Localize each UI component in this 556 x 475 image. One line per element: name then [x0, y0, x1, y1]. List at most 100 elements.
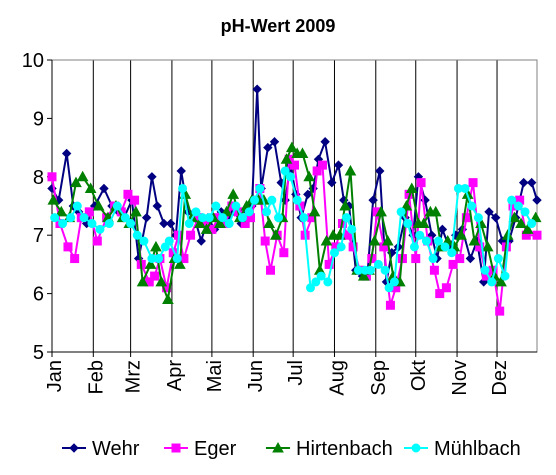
data-point-eger	[70, 254, 80, 264]
data-point-eger	[324, 259, 334, 269]
data-point-m-hlbach	[396, 207, 406, 217]
data-point-hirtenbach	[357, 270, 370, 281]
data-point-hirtenbach	[320, 235, 333, 246]
data-point-m-hlbach	[292, 195, 302, 205]
data-point-hirtenbach	[144, 258, 157, 269]
data-point-wehr	[303, 189, 313, 200]
data-point-wehr	[320, 137, 330, 147]
data-point-hirtenbach	[194, 217, 206, 229]
data-point-wehr	[252, 84, 262, 94]
legend-item-m-hlbach: Mühlbach	[404, 438, 521, 460]
data-point-hirtenbach	[508, 211, 521, 223]
data-point-wehr	[333, 160, 344, 170]
data-point-m-hlbach	[231, 201, 241, 211]
data-point-m-hlbach	[421, 236, 431, 246]
y-tick-label-5: 5	[33, 342, 44, 364]
data-point-m-hlbach	[507, 195, 517, 205]
data-point-eger	[186, 230, 196, 240]
data-point-m-hlbach	[299, 213, 309, 223]
data-point-hirtenbach	[400, 199, 413, 211]
data-point-m-hlbach	[178, 183, 188, 193]
legend-label-hirtenbach: Hirtenbach	[296, 438, 393, 460]
data-point-m-hlbach	[255, 183, 265, 193]
data-point-hirtenbach	[150, 240, 162, 252]
data-point-eger	[130, 195, 140, 205]
data-point-m-hlbach	[126, 219, 136, 229]
data-point-eger	[429, 265, 439, 275]
data-point-m-hlbach	[336, 242, 346, 252]
data-point-eger	[416, 178, 426, 188]
month-label-jun: Jun	[245, 360, 267, 392]
data-point-m-hlbach	[112, 201, 122, 211]
data-point-eger	[92, 236, 102, 246]
series-layer	[47, 84, 542, 316]
data-point-m-hlbach	[72, 201, 82, 211]
data-point-m-hlbach	[87, 219, 97, 229]
data-point-hirtenbach	[405, 182, 418, 193]
data-point-m-hlbach	[79, 213, 89, 223]
data-point-m-hlbach	[389, 277, 399, 287]
legend-marker-m-hlbach	[411, 443, 421, 453]
data-point-wehr	[490, 212, 501, 223]
data-point-wehr	[141, 212, 152, 223]
data-point-m-hlbach	[447, 248, 457, 258]
legend-item-eger: Eger	[164, 438, 237, 460]
month-label-apr: Apr	[164, 360, 186, 391]
data-point-wehr	[159, 218, 169, 229]
data-point-m-hlbach	[347, 224, 357, 234]
data-point-m-hlbach	[460, 183, 470, 193]
data-point-eger	[435, 289, 445, 299]
data-point-hirtenbach	[455, 229, 467, 240]
data-point-m-hlbach	[311, 277, 321, 287]
month-label-nov: Nov	[449, 360, 471, 396]
data-point-hirtenbach	[515, 217, 527, 229]
plot-border	[51, 59, 538, 353]
data-point-eger	[532, 230, 542, 240]
data-point-eger	[441, 283, 451, 293]
data-point-eger	[84, 207, 94, 217]
data-point-m-hlbach	[120, 213, 130, 223]
data-point-m-hlbach	[373, 259, 383, 269]
data-point-eger	[279, 248, 289, 258]
data-point-hirtenbach	[174, 258, 186, 269]
y-tick-label-6: 6	[33, 284, 44, 306]
data-point-hirtenbach	[339, 199, 351, 211]
data-point-m-hlbach	[487, 277, 497, 287]
data-point-m-hlbach	[329, 248, 339, 258]
data-point-m-hlbach	[104, 219, 114, 229]
series-line-eger	[51, 156, 537, 312]
data-point-hirtenbach	[375, 205, 387, 217]
data-point-hirtenbach	[368, 235, 381, 246]
data-point-hirtenbach	[481, 240, 494, 252]
legend-item-wehr: Wehr	[62, 438, 140, 460]
legend-item-hirtenbach: Hirtenbach	[266, 438, 393, 460]
data-point-m-hlbach	[218, 213, 228, 223]
data-point-m-hlbach	[520, 207, 530, 217]
data-point-m-hlbach	[204, 213, 214, 223]
data-point-wehr	[465, 253, 476, 264]
data-point-hirtenbach	[269, 229, 282, 240]
month-label-sep: Sep	[368, 360, 390, 396]
data-point-hirtenbach	[495, 275, 507, 287]
data-point-eger	[317, 160, 327, 170]
data-point-m-hlbach	[211, 201, 221, 211]
data-point-hirtenbach	[214, 217, 226, 229]
data-point-eger	[312, 166, 322, 176]
data-point-eger	[411, 254, 421, 264]
data-point-hirtenbach	[417, 217, 430, 229]
legend: Wehr Eger Hirtenbach Mühlbach	[62, 438, 521, 460]
data-point-m-hlbach	[527, 219, 537, 229]
data-point-hirtenbach	[76, 170, 89, 182]
data-point-wehr	[147, 172, 157, 182]
legend-marker-hirtenbach	[272, 441, 284, 453]
data-point-m-hlbach	[139, 236, 149, 246]
data-point-hirtenbach	[296, 147, 309, 158]
data-point-m-hlbach	[440, 242, 450, 252]
data-point-hirtenbach	[55, 205, 68, 217]
data-point-hirtenbach	[84, 182, 97, 193]
data-point-hirtenbach	[280, 153, 293, 164]
data-point-hirtenbach	[429, 205, 442, 217]
data-point-wehr	[437, 224, 448, 235]
data-point-m-hlbach	[409, 242, 419, 252]
